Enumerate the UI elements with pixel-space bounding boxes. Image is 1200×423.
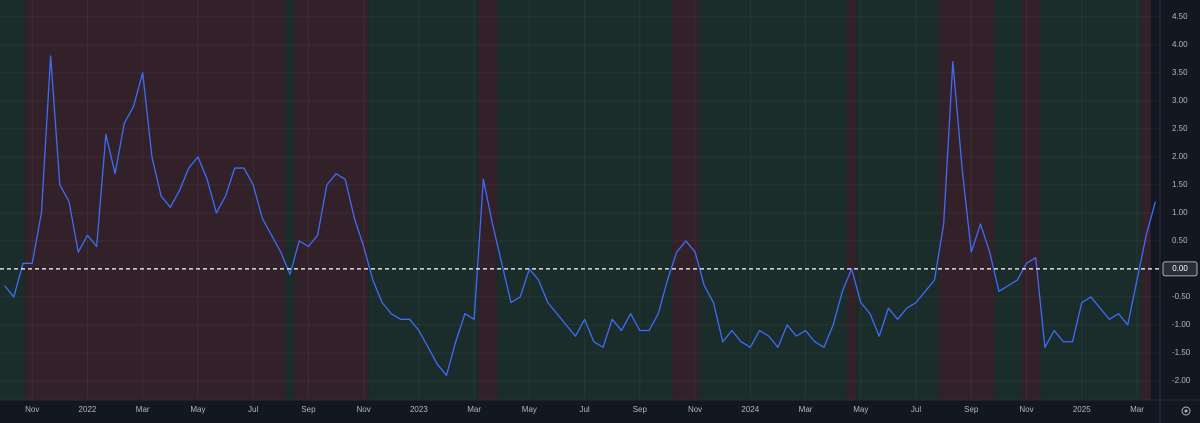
settings-icon[interactable]	[1181, 406, 1191, 416]
x-tick-label: May	[522, 405, 537, 414]
y-tick-label: 4.50	[1172, 12, 1188, 21]
x-tick-label: May	[853, 405, 868, 414]
y-tick-label: 1.00	[1172, 208, 1188, 217]
x-tick-label: Sep	[964, 405, 979, 414]
x-tick-label: Mar	[467, 405, 481, 414]
settings-icon-ring	[1181, 406, 1191, 416]
x-tick-label: Nov	[688, 405, 702, 414]
x-tick-label: Jul	[911, 405, 921, 414]
settings-icon-center	[1184, 409, 1188, 413]
series-line	[4, 55, 1157, 376]
y-tick-label: 2.50	[1172, 124, 1188, 133]
x-tick-label: 2022	[79, 405, 97, 414]
x-tick-label: Jul	[248, 405, 258, 414]
x-tick-label: Mar	[1130, 405, 1144, 414]
regime-band	[0, 0, 25, 400]
y-tick-label: -0.50	[1172, 292, 1191, 301]
x-tick-label: May	[190, 405, 205, 414]
x-tick-label: Sep	[633, 405, 648, 414]
x-tick-label: Sep	[301, 405, 316, 414]
y-tick-label: -2.00	[1172, 376, 1191, 385]
bands	[0, 0, 1151, 400]
x-tick-label: Nov	[25, 405, 39, 414]
y-tick-label: -1.50	[1172, 348, 1191, 357]
x-tick-label: Mar	[799, 405, 813, 414]
y-tick-label: 0.50	[1172, 236, 1188, 245]
y-tick-label: 1.50	[1172, 180, 1188, 189]
y-tick-label: 2.00	[1172, 152, 1188, 161]
regime-band	[1040, 0, 1142, 400]
y-tick-label: 3.50	[1172, 68, 1188, 77]
zero-label-box	[1162, 261, 1198, 277]
y-tick-label: 4.00	[1172, 40, 1188, 49]
regime-band	[939, 0, 995, 400]
regime-band	[285, 0, 295, 400]
x-tick-label: Jul	[579, 405, 589, 414]
x-tick-label: Nov	[357, 405, 371, 414]
regime-band	[1141, 0, 1151, 400]
y-tick-label: 3.00	[1172, 96, 1188, 105]
regime-band	[497, 0, 673, 400]
zero-label: 0.00	[1172, 264, 1188, 273]
regime-band	[294, 0, 369, 400]
regime-band	[24, 0, 286, 400]
regime-band	[1021, 0, 1041, 400]
x-tick-label: Mar	[136, 405, 150, 414]
x-tick-label: 2025	[1073, 405, 1091, 414]
regime-band	[994, 0, 1022, 400]
plot	[0, 55, 1160, 376]
x-tick-label: Nov	[1019, 405, 1033, 414]
x-tick-label: 2024	[741, 405, 759, 414]
regime-band	[672, 0, 700, 400]
x-tick-label: 2023	[410, 405, 428, 414]
regime-band	[846, 0, 857, 400]
grid	[0, 0, 1160, 400]
y-tick-label: -1.00	[1172, 320, 1191, 329]
regime-band	[856, 0, 940, 400]
regime-band	[699, 0, 847, 400]
regime-band	[368, 0, 479, 400]
